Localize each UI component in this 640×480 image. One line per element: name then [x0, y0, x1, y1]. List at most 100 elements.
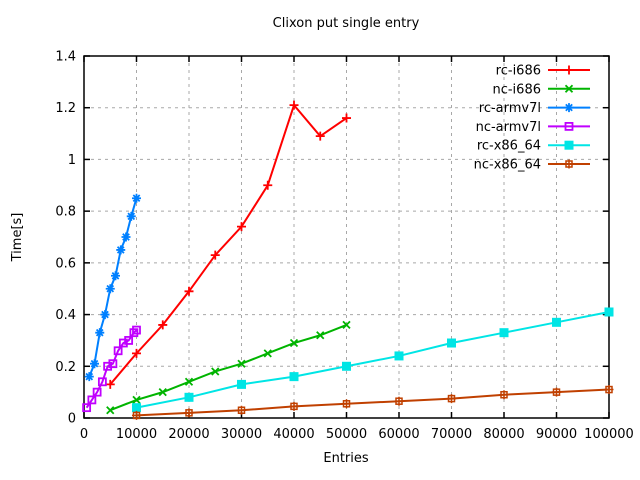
marker-plus: [184, 286, 194, 296]
series-line-rc-armv7l: [88, 197, 138, 378]
marker-open-square: [108, 359, 118, 369]
marker-open-square: [113, 346, 123, 356]
marker-plus: [289, 100, 299, 110]
marker-asterisk: [84, 372, 94, 382]
marker-open-square: [97, 377, 107, 387]
x-tick-label: 100000: [584, 427, 634, 442]
marker-cross: [342, 320, 351, 330]
marker-open-square: [132, 325, 141, 335]
marker-asterisk: [121, 232, 131, 242]
marker-filled-square: [132, 403, 141, 413]
marker-filled-square: [289, 372, 299, 382]
plot-area: 0 10000 20000 30000 40000 50000 60000 70000 8000…: [55, 50, 634, 443]
marker-plus: [237, 222, 246, 232]
marker-plus: [564, 65, 574, 75]
y-tick-label: 0: [68, 412, 76, 427]
x-tick-label: 80000: [483, 427, 524, 442]
x-tick-label: 0: [80, 427, 88, 442]
marker-open-square: [564, 122, 574, 131]
marker-cross: [158, 388, 167, 397]
x-tick-label: 70000: [431, 427, 472, 442]
legend-label-rc-i686: rc-i686: [496, 64, 541, 79]
marker-plus: [342, 113, 351, 123]
x-tick-label: 20000: [168, 427, 209, 442]
marker-square-plus: [185, 409, 193, 417]
series-line-rc-x86_64: [136, 311, 610, 409]
marker-cross: [289, 338, 299, 348]
marker-square-plus: [500, 390, 508, 399]
legend-label-nc-x86_64: nc-x86_64: [474, 158, 541, 173]
x-axis-label: Entries: [323, 451, 369, 466]
marker-square-plus: [552, 388, 561, 396]
marker-cross: [263, 349, 272, 358]
marker-plus: [315, 131, 325, 141]
marker-filled-square: [394, 351, 404, 361]
marker-plus: [105, 379, 115, 389]
marker-filled-square: [604, 307, 614, 317]
marker-square-plus: [290, 402, 298, 411]
marker-plus: [132, 348, 141, 358]
marker-plus: [263, 180, 273, 190]
marker-square-plus: [605, 385, 613, 394]
x-tick-label: 50000: [326, 427, 367, 442]
marker-plus: [210, 250, 220, 260]
y-tick-label: 1: [68, 153, 76, 168]
y-tick-label: 1.4: [55, 50, 76, 65]
marker-square-plus: [395, 397, 403, 405]
legend-label-rc-armv7l: rc-armv7l: [479, 101, 541, 116]
marker-asterisk: [95, 328, 105, 338]
marker-square-plus: [447, 394, 456, 403]
marker-open-square: [82, 403, 92, 413]
marker-cross: [184, 377, 194, 386]
legend-label-nc-armv7l: nc-armv7l: [476, 120, 541, 135]
marker-square-plus: [132, 411, 141, 420]
marker-square-plus: [565, 160, 573, 168]
y-tick-label: 0.6: [55, 256, 76, 271]
marker-asterisk: [111, 271, 120, 281]
legend-label-rc-x86_64: rc-x86_64: [477, 139, 541, 154]
marker-open-square: [103, 361, 113, 371]
x-tick-label: 30000: [221, 427, 262, 442]
y-tick-label: 0.4: [55, 308, 76, 323]
marker-open-square: [92, 387, 102, 397]
marker-filled-square: [342, 361, 351, 371]
series-line-rc-i686: [109, 103, 348, 386]
marker-cross: [316, 331, 325, 340]
y-axis-label: Time[s]: [10, 213, 25, 263]
marker-square-plus: [342, 400, 351, 408]
x-tick-label: 90000: [536, 427, 577, 442]
marker-open-square: [118, 338, 128, 348]
marker-cross: [106, 406, 115, 415]
marker-filled-square: [447, 338, 456, 348]
marker-filled-square: [552, 317, 561, 327]
x-tick-label: 60000: [378, 427, 419, 442]
marker-filled-square: [237, 379, 246, 389]
series-line-nc-armv7l: [85, 329, 138, 409]
plot-border: [83, 55, 610, 419]
marker-asterisk: [90, 359, 99, 369]
marker-asterisk: [100, 310, 110, 320]
marker-cross: [211, 367, 220, 376]
y-tick-label: 0.8: [55, 205, 76, 220]
series-line-nc-x86_64: [136, 388, 610, 417]
legend-label-nc-i686: nc-i686: [492, 82, 541, 97]
marker-open-square: [124, 336, 134, 345]
marker-cross: [237, 359, 246, 368]
marker-square-plus: [237, 406, 246, 414]
marker-cross: [564, 84, 574, 93]
marker-filled-square: [564, 140, 574, 150]
marker-asterisk: [116, 245, 126, 255]
marker-asterisk: [132, 193, 141, 203]
marker-plus: [158, 320, 168, 330]
marker-asterisk: [126, 211, 136, 221]
marker-filled-square: [184, 392, 194, 402]
chart-title: Clixon put single entry: [273, 16, 420, 31]
series-line-nc-i686: [109, 323, 347, 412]
x-tick-label: 10000: [116, 427, 157, 442]
marker-cross: [132, 395, 141, 405]
marker-open-square: [87, 395, 97, 405]
y-tick-label: 1.2: [55, 101, 76, 116]
marker-asterisk: [105, 284, 115, 294]
